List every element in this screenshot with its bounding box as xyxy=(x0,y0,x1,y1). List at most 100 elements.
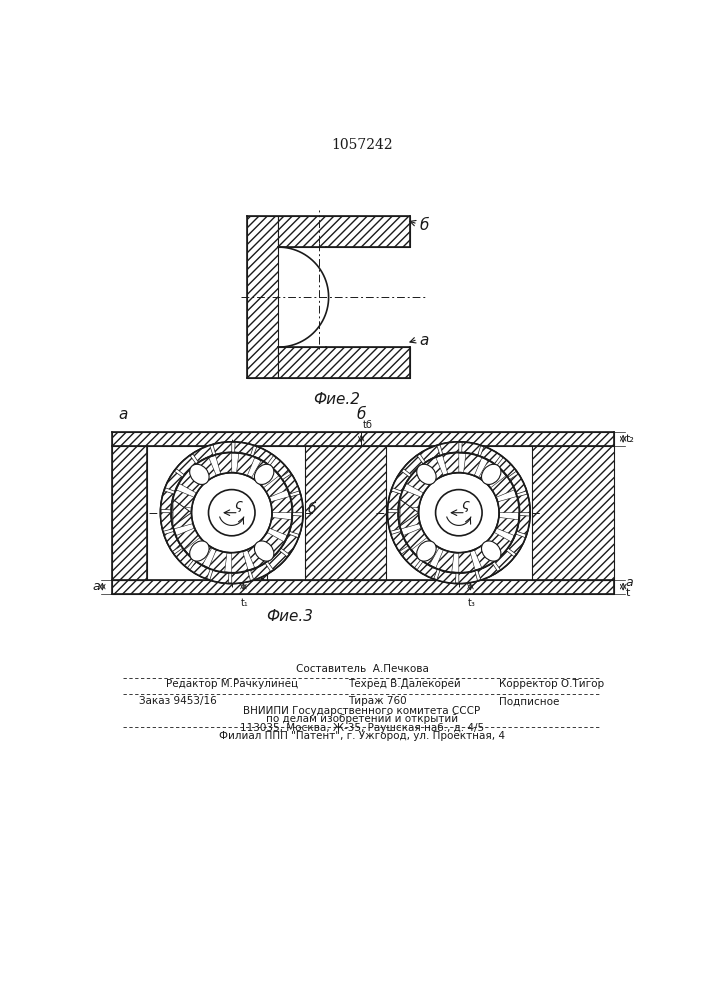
Wedge shape xyxy=(497,457,517,477)
Text: б: б xyxy=(356,407,366,422)
Circle shape xyxy=(209,490,255,536)
Wedge shape xyxy=(281,534,298,554)
Wedge shape xyxy=(459,551,475,573)
Wedge shape xyxy=(190,562,210,579)
Wedge shape xyxy=(176,528,200,550)
Text: t: t xyxy=(626,588,630,598)
Wedge shape xyxy=(283,474,300,494)
Wedge shape xyxy=(403,455,423,475)
Text: 113035, Москва, Ж-35, Раушская наб., д. 4/5: 113035, Москва, Ж-35, Раушская наб., д. … xyxy=(240,723,484,733)
Wedge shape xyxy=(160,513,173,531)
Text: Фие.2: Фие.2 xyxy=(313,392,360,407)
Circle shape xyxy=(160,442,303,584)
Wedge shape xyxy=(495,551,515,570)
Ellipse shape xyxy=(189,464,209,484)
Wedge shape xyxy=(232,571,250,584)
Text: а: а xyxy=(119,407,128,422)
Bar xyxy=(112,432,614,446)
Wedge shape xyxy=(437,571,456,583)
Wedge shape xyxy=(464,453,482,476)
Wedge shape xyxy=(478,564,498,580)
Bar xyxy=(279,216,410,247)
Wedge shape xyxy=(399,490,421,508)
Bar xyxy=(112,580,614,594)
Text: а: а xyxy=(93,580,100,593)
Circle shape xyxy=(436,490,482,536)
Text: Корректор О.Тигор: Корректор О.Тигор xyxy=(499,679,604,689)
Wedge shape xyxy=(462,442,481,455)
Text: Техред В.Далекорей: Техред В.Далекорей xyxy=(348,679,461,689)
Wedge shape xyxy=(392,471,409,491)
Text: Филиал ППП "Патент", г. Ужгород, ул. Проектная, 4: Филиал ППП "Патент", г. Ужгород, ул. Про… xyxy=(219,731,505,741)
Bar xyxy=(247,216,279,378)
Wedge shape xyxy=(518,494,530,513)
Wedge shape xyxy=(235,442,254,455)
Wedge shape xyxy=(189,541,212,565)
Text: а: а xyxy=(276,518,284,531)
Wedge shape xyxy=(459,571,478,584)
Wedge shape xyxy=(290,516,303,535)
Wedge shape xyxy=(510,474,527,494)
Wedge shape xyxy=(387,491,401,510)
Text: по делам изобретений и открытий: по делам изобретений и открытий xyxy=(266,714,458,724)
Text: t₃: t₃ xyxy=(468,598,476,608)
Wedge shape xyxy=(232,551,248,573)
Wedge shape xyxy=(252,460,274,484)
Wedge shape xyxy=(401,548,421,568)
Text: ς: ς xyxy=(461,498,469,512)
Wedge shape xyxy=(406,470,431,493)
Text: Фие.3: Фие.3 xyxy=(267,609,313,624)
Wedge shape xyxy=(508,534,525,554)
Wedge shape xyxy=(517,516,530,535)
Wedge shape xyxy=(209,550,227,572)
Wedge shape xyxy=(487,532,512,555)
Wedge shape xyxy=(479,460,501,484)
Text: t₁: t₁ xyxy=(241,598,249,608)
Text: 1057242: 1057242 xyxy=(331,138,393,152)
Wedge shape xyxy=(491,476,515,497)
Wedge shape xyxy=(264,476,288,497)
Wedge shape xyxy=(474,544,496,568)
Text: Подписное: Подписное xyxy=(499,696,559,706)
Wedge shape xyxy=(496,517,519,536)
Wedge shape xyxy=(172,490,194,508)
Wedge shape xyxy=(270,457,289,477)
Wedge shape xyxy=(165,471,182,491)
Circle shape xyxy=(398,453,519,573)
Ellipse shape xyxy=(416,541,436,561)
Ellipse shape xyxy=(416,464,436,484)
Wedge shape xyxy=(260,532,284,555)
Wedge shape xyxy=(403,528,427,550)
Circle shape xyxy=(192,473,272,553)
Wedge shape xyxy=(269,517,292,536)
Wedge shape xyxy=(253,446,274,463)
Ellipse shape xyxy=(255,541,274,561)
Wedge shape xyxy=(247,544,269,568)
Ellipse shape xyxy=(189,541,209,561)
Wedge shape xyxy=(176,455,196,475)
Wedge shape xyxy=(398,513,420,529)
Wedge shape xyxy=(160,491,173,510)
Wedge shape xyxy=(171,513,193,529)
Text: б: б xyxy=(470,448,479,462)
Bar xyxy=(279,347,410,378)
Text: Тираж 760: Тираж 760 xyxy=(348,696,407,706)
Text: Заказ 9453/16: Заказ 9453/16 xyxy=(139,696,216,706)
Circle shape xyxy=(419,473,499,553)
Wedge shape xyxy=(481,446,501,463)
Text: tб: tб xyxy=(363,420,373,430)
Bar xyxy=(532,446,614,580)
Wedge shape xyxy=(421,457,443,481)
Wedge shape xyxy=(251,564,271,580)
Text: Редактор М.Рачкулинец: Редактор М.Рачкулинец xyxy=(166,679,298,689)
Text: Составитель  А.Печкова: Составитель А.Печкова xyxy=(296,664,428,674)
Text: б: б xyxy=(308,502,316,516)
Polygon shape xyxy=(400,499,419,526)
Wedge shape xyxy=(210,571,229,583)
Wedge shape xyxy=(192,445,213,462)
Circle shape xyxy=(387,442,530,584)
Ellipse shape xyxy=(255,464,274,484)
Text: ς: ς xyxy=(234,498,242,512)
Text: ВНИИПИ Государственного комитета СССР: ВНИИПИ Государственного комитета СССР xyxy=(243,706,481,716)
Wedge shape xyxy=(436,550,454,572)
